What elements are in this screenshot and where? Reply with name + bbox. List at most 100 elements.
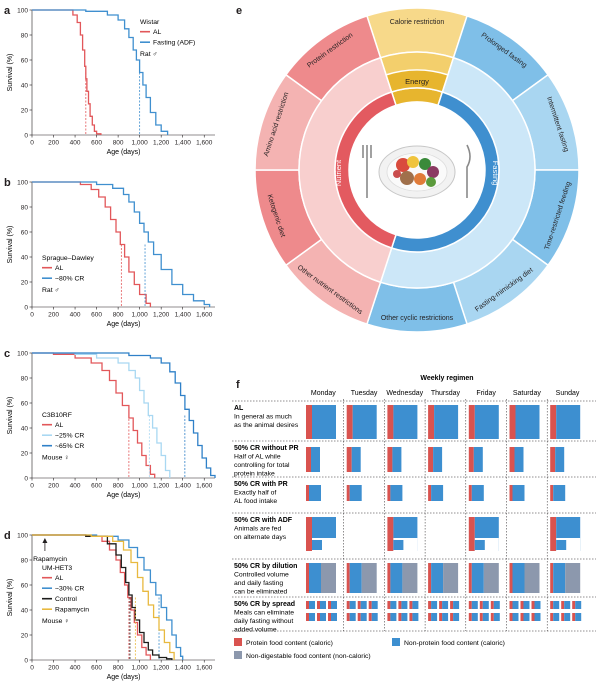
dilution-block xyxy=(306,563,309,593)
dilution-block xyxy=(468,563,472,593)
spread-meal xyxy=(550,601,554,609)
spread-meal xyxy=(493,601,500,609)
spread-meal xyxy=(409,601,413,609)
x-tick-label: 400 xyxy=(70,665,81,672)
dilution-block xyxy=(553,563,566,593)
dilution-block xyxy=(524,563,540,593)
day-header: Monday xyxy=(311,390,336,397)
outer-segment-label: Other cyclic restrictions xyxy=(381,315,454,322)
y-tick-label: 0 xyxy=(24,132,28,139)
al-food-block xyxy=(312,405,336,439)
spread-meal xyxy=(346,613,350,621)
legend-label: Non-protein food content (caloric) xyxy=(404,640,505,647)
row-title: 50% CR by spread xyxy=(234,601,295,608)
cr-no-pr-block xyxy=(433,447,443,472)
spread-meal xyxy=(520,601,524,609)
x-tick-label: 600 xyxy=(91,665,102,672)
y-axis-label: Survival (%) xyxy=(7,54,14,92)
survival-line-c-0 xyxy=(32,352,156,478)
food-item-icon xyxy=(396,158,410,172)
spread-meal xyxy=(360,601,367,609)
dilution-block xyxy=(387,563,391,593)
survival-line-d-2 xyxy=(32,534,173,660)
species-label: Mouse ♀ xyxy=(42,455,69,462)
spread-meal xyxy=(531,613,535,621)
dilution-block xyxy=(565,563,581,593)
legend-swatch xyxy=(234,638,242,646)
spread-meal xyxy=(453,613,460,621)
spread-meal xyxy=(306,613,309,621)
spread-meal xyxy=(471,613,478,621)
y-tick-label: 20 xyxy=(21,450,29,457)
dilution-block xyxy=(509,563,513,593)
nutrient-label: Nutrient xyxy=(334,159,343,186)
panel-letter-a: a xyxy=(4,5,11,17)
day-header: Thursday xyxy=(431,390,461,397)
y-tick-label: 60 xyxy=(21,57,29,64)
x-tick-label: 600 xyxy=(91,312,102,319)
y-tick-label: 80 xyxy=(21,32,29,39)
x-tick-label: 1,600 xyxy=(196,483,213,490)
cr-pr-block xyxy=(471,485,484,501)
spread-meal xyxy=(468,601,472,609)
spread-meal xyxy=(523,601,530,609)
spread-meal xyxy=(450,613,454,621)
fasting-label: Fasting xyxy=(491,161,500,186)
spread-meal xyxy=(520,613,524,621)
cr-no-pr-block xyxy=(473,447,483,472)
spread-meal xyxy=(453,601,460,609)
al-food-block xyxy=(509,405,516,439)
al-food-block xyxy=(428,405,435,439)
food-item-icon xyxy=(414,173,426,185)
spread-meal xyxy=(328,601,331,609)
dilution-block xyxy=(309,563,321,593)
x-axis-label: Age (days) xyxy=(107,321,141,328)
cr-pr-block xyxy=(509,485,513,501)
cr-pr-block xyxy=(468,485,472,501)
spread-meal xyxy=(309,601,315,609)
y-tick-label: 20 xyxy=(21,279,29,286)
day-header: Wednesday xyxy=(386,390,423,397)
x-tick-label: 1,000 xyxy=(132,483,149,490)
spread-meal xyxy=(572,601,576,609)
row-description: In general as much xyxy=(234,414,292,421)
dilution-block xyxy=(402,563,418,593)
al-food-block xyxy=(346,405,353,439)
food-item-icon xyxy=(393,170,401,178)
legend-label: Fasting (ADF) xyxy=(153,40,195,47)
legend-label: Control xyxy=(55,596,77,603)
x-tick-label: 1,400 xyxy=(175,483,192,490)
arrow-head xyxy=(42,538,48,543)
dietary-restriction-wheel: e Energy Nutrient Fasting Calorie restricti… xyxy=(236,5,580,333)
al-food-block xyxy=(352,405,377,439)
y-tick-label: 40 xyxy=(21,254,29,261)
x-tick-label: 1,200 xyxy=(153,312,170,319)
cr-no-pr-block xyxy=(351,447,361,472)
al-food-block xyxy=(550,405,557,439)
panel-letter-b: b xyxy=(4,177,11,189)
spread-meal xyxy=(561,613,565,621)
adf-step xyxy=(474,540,485,550)
al-food-block xyxy=(474,405,499,439)
row-description: and daily fasting xyxy=(234,580,283,587)
spread-meal xyxy=(468,613,472,621)
food-item-icon xyxy=(400,171,414,185)
x-tick-label: 0 xyxy=(30,312,34,319)
spread-meal xyxy=(479,613,483,621)
spread-meal xyxy=(564,613,571,621)
al-food-block xyxy=(393,405,418,439)
survival-line-d-0 xyxy=(32,534,152,660)
outer-segment-5 xyxy=(365,281,469,333)
species-label: Rat ♂ xyxy=(140,51,158,58)
cr-pr-block xyxy=(553,485,566,501)
spread-meal xyxy=(564,601,571,609)
spread-meal xyxy=(431,613,438,621)
cr-no-pr-block xyxy=(311,447,320,472)
spread-meal xyxy=(493,613,500,621)
y-axis-label: Survival (%) xyxy=(7,579,14,617)
row-description: can be eliminated xyxy=(234,589,287,596)
y-tick-label: 40 xyxy=(21,425,29,432)
legend-swatch xyxy=(392,638,400,646)
